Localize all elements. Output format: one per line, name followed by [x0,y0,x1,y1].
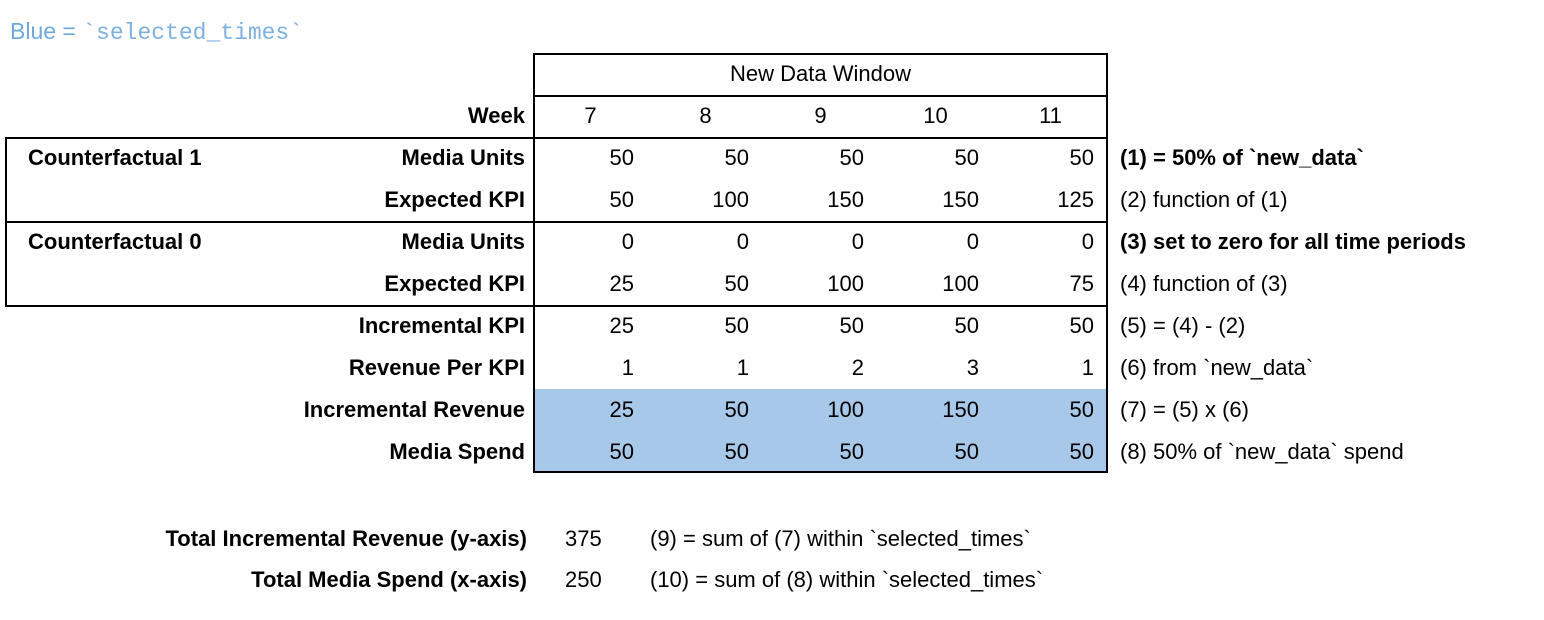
value-cell: 50 [609,145,634,170]
value-cell: 0 [621,229,634,254]
value-cell: 75 [1069,271,1094,296]
value-cell: 50 [724,145,749,170]
divider [533,471,1108,473]
table-row: Expected KPI 50 100 150 150 125 (2) func… [0,179,1544,221]
week-cell: 8 [699,103,712,128]
divider [533,53,535,473]
legend-note: Blue = `selected_times` [10,18,303,46]
total-label: Total Incremental Revenue (y-axis) [165,525,528,551]
value-cell: 50 [1069,397,1094,422]
value-cell: 50 [724,271,749,296]
value-cell: 25 [609,313,634,338]
value-cell: 50 [954,313,979,338]
row-note: (2) function of (1) [1120,187,1288,212]
value-cell: 0 [966,229,979,254]
group-label: Counterfactual 1 [28,145,202,170]
table-row: Incremental KPI 25 50 50 50 50 (5) = (4)… [0,305,1544,347]
table-row: Expected KPI 25 50 100 100 75 (4) functi… [0,263,1544,305]
value-cell: 150 [942,187,979,212]
value-cell: 3 [966,355,979,380]
total-note: (10) = sum of (8) within `selected_times… [650,566,1044,592]
value-cell: 50 [609,439,634,464]
total-note: (9) = sum of (7) within `selected_times` [650,525,1031,551]
row-note: (3) set to zero for all time periods [1120,229,1466,254]
value-cell: 125 [1057,187,1094,212]
value-cell: 1 [1081,355,1094,380]
selected-times-highlight [535,389,1106,471]
divider [533,95,1108,97]
value-cell: 50 [724,313,749,338]
week-cell: 11 [1039,103,1062,128]
value-cell: 50 [724,439,749,464]
row-label: Incremental KPI [358,313,525,338]
value-cell: 100 [942,271,979,296]
table-row: Counterfactual 0 Media Units 0 0 0 0 0 (… [0,221,1544,263]
row-note: (7) = (5) x (6) [1120,397,1249,422]
total-label: Total Media Spend (x-axis) [251,566,527,592]
total-value: 250 [565,566,602,592]
row-note: (6) from `new_data` [1120,355,1314,380]
value-cell: 1 [621,355,634,380]
divider [533,53,1108,55]
row-note: (5) = (4) - (2) [1120,313,1246,338]
value-cell: 50 [839,313,864,338]
value-cell: 25 [609,271,634,296]
divider [5,137,1108,139]
value-cell: 150 [827,187,864,212]
legend-prefix: Blue = [10,18,83,44]
total-row: Total Media Spend (x-axis) 250 (10) = su… [0,559,1544,600]
week-header-row: Week 7 8 9 10 11 [0,95,1544,137]
value-cell: 2 [851,355,864,380]
total-value: 375 [565,525,602,551]
legend-code: `selected_times` [82,20,304,46]
row-label: Media Units [401,145,525,170]
window-header: New Data Window [730,61,911,86]
value-cell: 0 [851,229,864,254]
week-cell: 9 [814,103,827,128]
week-cell: 10 [923,103,948,128]
value-cell: 50 [839,439,864,464]
value-cell: 100 [712,187,749,212]
divider [5,305,1108,307]
table-row: Counterfactual 1 Media Units 50 50 50 50… [0,137,1544,179]
value-cell: 25 [609,397,634,422]
value-cell: 50 [724,397,749,422]
group-label: Counterfactual 0 [28,229,202,254]
table-row-highlighted: Media Spend 50 50 50 50 50 (8) 50% of `n… [0,431,1544,473]
value-cell: 150 [942,397,979,422]
week-label: Week [467,103,525,128]
value-cell: 50 [1069,145,1094,170]
row-label: Media Units [401,229,525,254]
value-cell: 0 [736,229,749,254]
row-label: Expected KPI [384,187,525,212]
total-row: Total Incremental Revenue (y-axis) 375 (… [0,518,1544,559]
divider [5,221,1108,223]
value-cell: 100 [827,271,864,296]
row-note: (4) function of (3) [1120,271,1288,296]
value-cell: 50 [954,145,979,170]
row-label: Media Spend [389,439,525,464]
value-cell: 0 [1081,229,1094,254]
value-cell: 50 [1069,313,1094,338]
value-cell: 100 [827,397,864,422]
value-cell: 50 [839,145,864,170]
table-row-highlighted: Incremental Revenue 25 50 100 150 50 (7)… [0,389,1544,431]
week-cell: 7 [584,103,597,128]
value-cell: 50 [1069,439,1094,464]
row-label: Expected KPI [384,271,525,296]
row-note: (1) = 50% of `new_data` [1120,145,1364,170]
table-row: Revenue Per KPI 1 1 2 3 1 (6) from `new_… [0,347,1544,389]
row-label: Incremental Revenue [303,397,525,422]
row-label: Revenue Per KPI [348,355,525,380]
value-cell: 50 [954,439,979,464]
value-cell: 50 [609,187,634,212]
value-cell: 1 [736,355,749,380]
row-note: (8) 50% of `new_data` spend [1120,439,1404,464]
divider [5,137,7,305]
divider [1106,53,1108,473]
